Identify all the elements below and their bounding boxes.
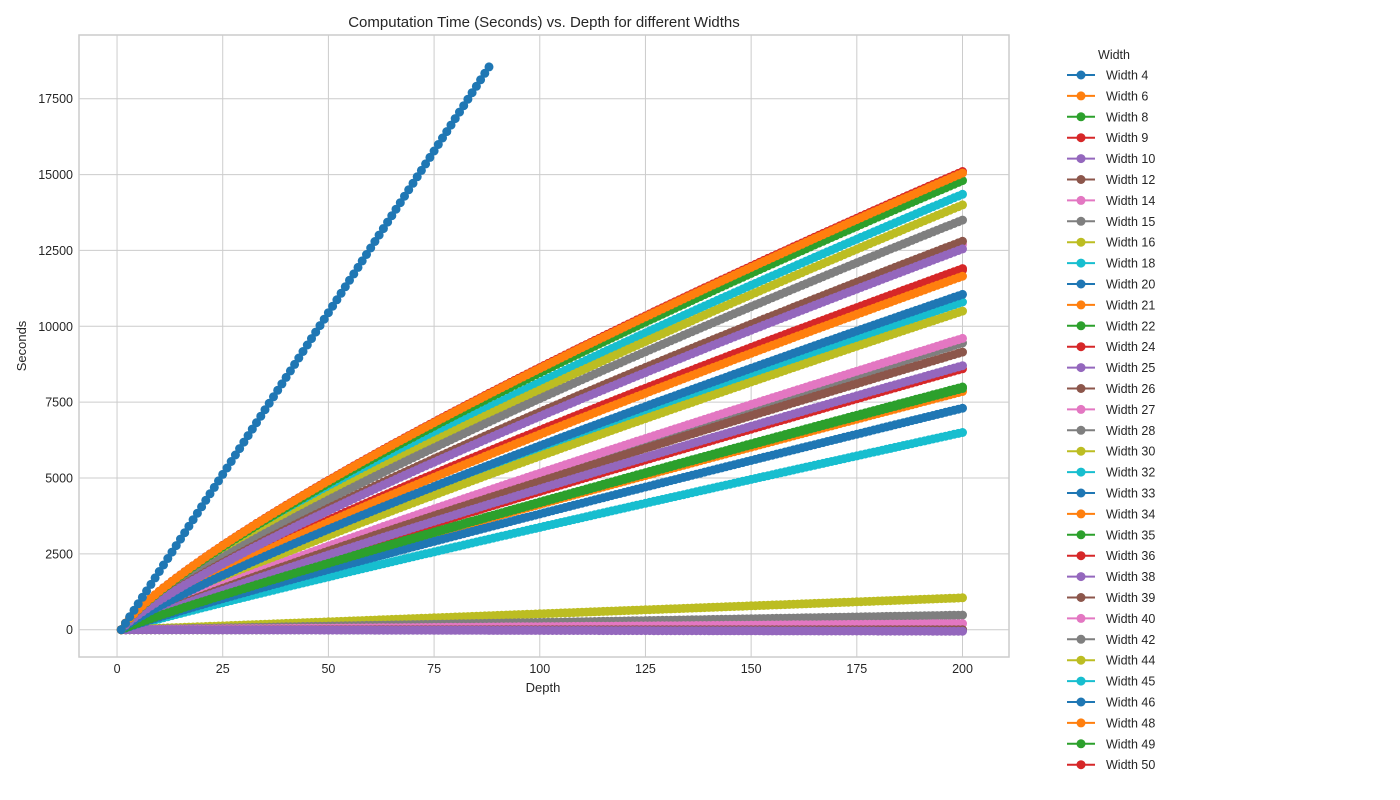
x-tick-label: 75	[427, 662, 441, 676]
y-tick-label: 10000	[38, 320, 73, 334]
x-tick-label: 0	[114, 662, 121, 676]
y-tick-label: 2500	[45, 547, 73, 561]
data-point	[958, 626, 967, 636]
x-tick-label: 100	[529, 662, 550, 676]
y-tick-label: 12500	[38, 244, 73, 258]
y-tick-label: 17500	[38, 92, 73, 106]
chart-title: Computation Time (Seconds) vs. Depth for…	[348, 14, 740, 31]
data-point	[958, 271, 967, 281]
x-tick-label: 25	[216, 662, 230, 676]
y-tick-label: 7500	[45, 396, 73, 410]
data-point	[958, 361, 967, 371]
x-tick-label: 150	[741, 662, 762, 676]
y-tick-label: 0	[66, 623, 73, 637]
x-tick-label: 125	[635, 662, 656, 676]
data-point	[958, 306, 967, 316]
data-point	[958, 384, 967, 393]
data-point	[958, 403, 967, 413]
plot-area	[116, 62, 967, 636]
axes: 0 25 50 75 100 125 150 175 200 0 2500 5000 7500 10000…	[38, 92, 973, 676]
y-tick-label: 5000	[45, 471, 73, 485]
data-point	[958, 333, 967, 343]
y-tick-label: 15000	[38, 168, 73, 182]
data-point	[958, 289, 967, 299]
data-point	[958, 347, 967, 357]
x-tick-label: 175	[846, 662, 867, 676]
data-point	[958, 593, 967, 603]
x-tick-label: 200	[952, 662, 973, 676]
series-width-38	[116, 625, 967, 636]
data-point	[958, 610, 967, 620]
data-point	[958, 428, 967, 437]
x-tick-label: 50	[321, 662, 335, 676]
